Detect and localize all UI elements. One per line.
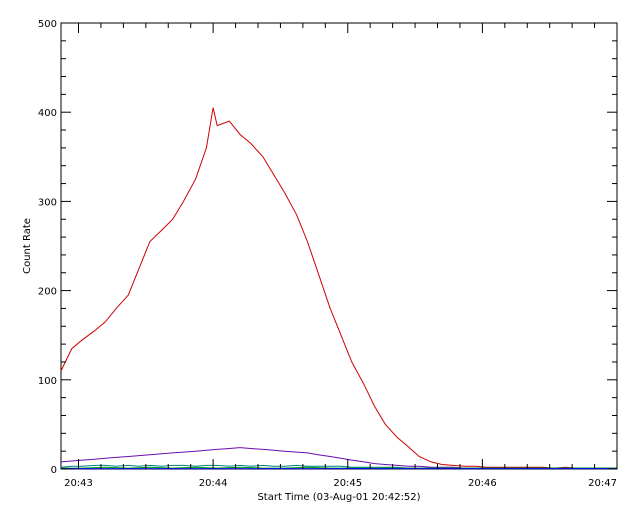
tick-labels-layer: 20:43 20:44 20:45 20:46 20:47 0 100 200 300 400 50… — [38, 19, 617, 489]
ticks-layer — [61, 22, 618, 470]
x-tick-label: 20:47 — [588, 478, 617, 489]
y-tick-label: 400 — [38, 108, 57, 119]
y-tick-label: 500 — [38, 19, 57, 30]
x-tick-label: 20:45 — [333, 478, 362, 489]
y-tick-label: 200 — [38, 287, 57, 298]
plot-frame — [60, 22, 618, 470]
y-tick-label: 100 — [38, 376, 57, 387]
y-tick-label: 0 — [51, 465, 57, 476]
series-line-0 — [60, 107, 617, 469]
x-tick-label: 20:43 — [64, 478, 93, 489]
series-layer — [60, 107, 617, 470]
y-tick-label: 300 — [38, 197, 57, 208]
x-axis-label: Start Time (03-Aug-01 20:42:52) — [257, 492, 420, 503]
x-tick-label: 20:46 — [468, 478, 497, 489]
x-tick-label: 20:44 — [199, 478, 228, 489]
series-line-1 — [60, 447, 617, 469]
y-axis-label: Count Rate — [22, 218, 33, 274]
